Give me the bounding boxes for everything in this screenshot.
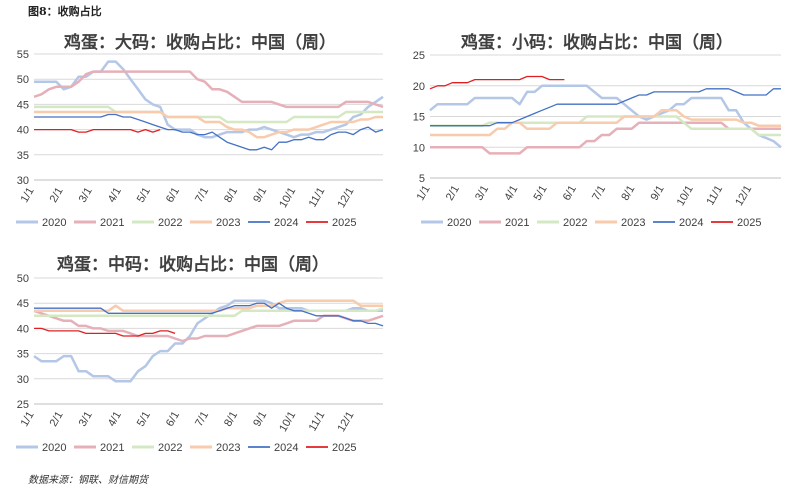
x-tick-label: 9/1	[649, 184, 667, 203]
series-line-2022	[34, 307, 384, 318]
x-tick-label: 7/1	[193, 186, 211, 205]
legend-label-2025: 2025	[332, 442, 356, 454]
y-tick-label: 25	[17, 399, 29, 411]
legend-label-2022: 2022	[158, 442, 182, 454]
series-line-2021	[33, 70, 384, 109]
x-tick-label: 9/1	[251, 410, 269, 429]
series-line-2023	[34, 299, 383, 313]
x-tick-label: 2/1	[444, 184, 462, 203]
x-tick-label: 4/1	[106, 410, 124, 429]
x-tick-label: 12/1	[335, 410, 356, 435]
legend-label-2023: 2023	[216, 442, 240, 454]
x-tick-label: 1/1	[19, 410, 37, 429]
series-line-2024	[34, 113, 384, 151]
series-line-2025	[34, 128, 161, 133]
series-line-2021	[430, 121, 781, 155]
series-line-2024	[430, 88, 781, 127]
legend-label-2021: 2021	[505, 217, 529, 229]
x-tick-label: 10/1	[675, 184, 696, 209]
large-size-chart: 鸡蛋：大码：收购占比：中国（周） 30 35 40 45 50 55 1/1 2/1 3/1 4/1…	[16, 32, 384, 229]
x-tick-label: 2/1	[48, 410, 66, 429]
y-tick-label: 35	[17, 150, 29, 162]
y-tick-label: 20	[413, 81, 425, 93]
x-tick-label: 1/1	[19, 186, 37, 205]
y-tick-label: 5	[419, 173, 425, 185]
legend-label-2024: 2024	[274, 442, 298, 454]
legend-label-2023: 2023	[216, 217, 240, 229]
x-tick-label: 9/1	[251, 186, 269, 205]
x-tick-label: 6/1	[561, 184, 579, 203]
legend-label-2024: 2024	[274, 217, 298, 229]
figure-label: 图8：收购占比	[28, 5, 102, 18]
series-line-2025	[429, 75, 565, 90]
x-tick-label: 11/1	[704, 184, 725, 208]
legend-label-2022: 2022	[563, 217, 587, 229]
series-line-2022	[430, 115, 781, 137]
medium-size-chart: 鸡蛋：中码：收购占比：中国（周） 25 30 35 40 45 50 1/1 2/1 3/1 4/1…	[16, 254, 384, 454]
x-tick-label: 11/1	[307, 410, 328, 434]
y-tick-label: 55	[17, 49, 29, 61]
series-line-2020	[429, 84, 782, 149]
y-tick-label: 40	[17, 323, 29, 335]
x-tick-label: 10/1	[277, 410, 298, 435]
legend-label-2021: 2021	[100, 217, 124, 229]
legend-label-2025: 2025	[737, 217, 761, 229]
x-tick-label: 6/1	[164, 186, 182, 205]
y-tick-label: 10	[413, 142, 425, 154]
x-tick-label: 8/1	[222, 186, 240, 205]
x-tick-label: 6/1	[164, 410, 182, 429]
y-tick-label: 25	[413, 50, 425, 62]
x-tick-label: 8/1	[222, 410, 240, 429]
x-tick-label: 3/1	[77, 410, 95, 429]
y-tick-label: 45	[17, 99, 29, 111]
legend-label-2021: 2021	[100, 442, 124, 454]
series-line-2023	[34, 110, 383, 139]
y-tick-label: 35	[17, 349, 29, 361]
legend-label-2020: 2020	[42, 217, 66, 229]
x-tick-label: 10/1	[277, 186, 298, 211]
chart-title: 鸡蛋：小码：收购占比：中国（周）	[460, 32, 733, 53]
chart-title: 鸡蛋：大码：收购占比：中国（周）	[63, 32, 336, 53]
series-line-2025	[34, 327, 176, 337]
x-tick-label: 4/1	[106, 186, 124, 205]
x-tick-label: 5/1	[135, 410, 153, 429]
chart-title: 鸡蛋：中码：收购占比：中国（周）	[56, 254, 329, 275]
data-source-note: 数据来源：钢联、财信期货	[28, 475, 148, 486]
legend-label-2024: 2024	[679, 217, 703, 229]
x-tick-label: 1/1	[415, 184, 433, 203]
x-tick-label: 2/1	[48, 186, 66, 205]
x-tick-label: 8/1	[619, 184, 637, 203]
y-tick-label: 40	[17, 125, 29, 137]
y-tick-label: 50	[17, 74, 29, 86]
y-tick-label: 30	[17, 175, 29, 187]
x-tick-label: 3/1	[473, 184, 491, 203]
y-tick-label: 15	[413, 112, 425, 124]
y-tick-label: 30	[17, 374, 29, 386]
x-tick-label: 7/1	[590, 184, 608, 203]
x-tick-label: 12/1	[733, 184, 754, 209]
legend-label-2022: 2022	[158, 217, 182, 229]
x-tick-label: 5/1	[532, 184, 550, 203]
legend-label-2025: 2025	[332, 217, 356, 229]
x-tick-label: 5/1	[135, 186, 153, 205]
x-tick-label: 4/1	[502, 184, 520, 203]
x-tick-label: 3/1	[77, 186, 95, 205]
x-tick-label: 12/1	[335, 186, 356, 211]
y-tick-label: 45	[17, 298, 29, 310]
legend-label-2020: 2020	[447, 217, 471, 229]
legend-label-2020: 2020	[42, 442, 66, 454]
x-tick-label: 11/1	[307, 186, 328, 210]
legend-label-2023: 2023	[621, 217, 645, 229]
series-line-2022	[34, 105, 383, 124]
y-tick-label: 50	[17, 273, 29, 285]
x-tick-label: 7/1	[193, 410, 211, 429]
series-line-2024	[34, 302, 384, 327]
series-line-2023	[430, 109, 781, 137]
